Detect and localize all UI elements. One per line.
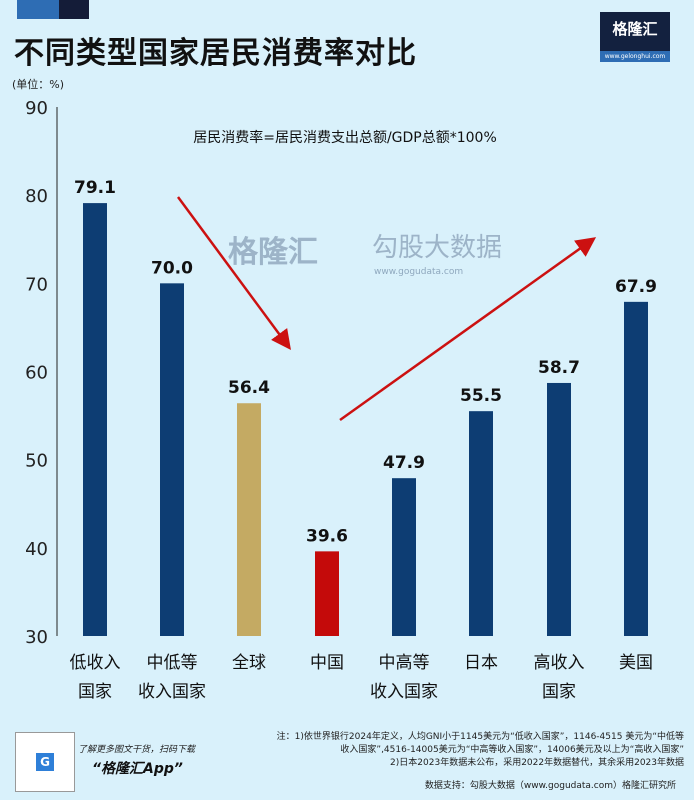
- bar-chart: 格隆汇 勾股大数据 www.gogudata.com 30 40 50 60 70 80 90 居民…: [25, 98, 657, 702]
- bar: [624, 301, 648, 636]
- note-line: 收入国家”,4516-14005美元为“中高等收入国家”，14006美元及以上为…: [340, 745, 684, 755]
- x-tick-label: 全球: [232, 653, 266, 673]
- x-tick-label: 中低等: [147, 653, 198, 673]
- bar-value-label: 79.1: [74, 178, 116, 198]
- page-title: 不同类型国家居民消费率对比: [14, 36, 417, 71]
- decor-block: [59, 0, 89, 19]
- bar: [160, 283, 184, 636]
- y-tick-label: 40: [25, 539, 48, 560]
- unit-label: (单位：%): [12, 78, 65, 91]
- watermark-url: www.gogudata.com: [374, 267, 463, 277]
- bar-value-label: 47.9: [383, 453, 425, 473]
- data-source: 数据支持：勾股大数据（www.gogudata.com）格隆汇研究所: [424, 781, 676, 791]
- y-tick-label: 30: [25, 627, 48, 648]
- note-line: 注：1)依世界银行2024年定义，人均GNI小于1145美元为“低收入国家”，1…: [276, 732, 684, 742]
- y-tick-label: 60: [25, 363, 48, 384]
- brand-logo: 格隆汇 www.gelonghui.com: [600, 12, 670, 62]
- bar: [547, 382, 571, 636]
- bar: [469, 411, 493, 636]
- y-tick-label: 90: [25, 98, 48, 119]
- x-tick-label: 中高等: [379, 653, 430, 673]
- x-tick-label: 收入国家: [370, 682, 438, 702]
- x-tick-label: 低收入: [70, 653, 121, 673]
- promo-app: “格隆汇App”: [92, 761, 183, 777]
- bar: [83, 203, 107, 636]
- qr-code[interactable]: G: [15, 732, 75, 792]
- x-tick-label: 收入国家: [138, 682, 206, 702]
- watermark-right: 勾股大数据: [372, 233, 502, 263]
- x-tick-label: 国家: [542, 682, 576, 702]
- bar: [392, 478, 416, 636]
- x-tick-label: 中国: [310, 653, 344, 673]
- footnotes: 注：1)依世界银行2024年定义，人均GNI小于1145美元为“低收入国家”，1…: [222, 731, 684, 770]
- bar-value-label: 70.0: [151, 258, 193, 278]
- logo-url: www.gelonghui.com: [600, 51, 670, 62]
- bar: [315, 551, 339, 636]
- bar-value-label: 39.6: [306, 526, 348, 546]
- note-line: 2)日本2023年数据未公布，采用2022年数据替代，其余采用2023年数据: [390, 758, 684, 768]
- app-logo-icon: G: [36, 753, 54, 771]
- trend-arrow-up: [339, 237, 597, 422]
- formula-annotation: 居民消费率=居民消费支出总额/GDP总额*100%: [193, 129, 497, 146]
- x-tick-label: 国家: [78, 682, 112, 702]
- bar-value-label: 56.4: [228, 378, 270, 398]
- bar-value-label: 55.5: [460, 386, 502, 406]
- x-tick-label: 高收入: [534, 653, 585, 673]
- y-tick-label: 80: [25, 186, 48, 207]
- trend-arrow-down: [176, 196, 291, 351]
- y-tick-label: 70: [25, 274, 48, 295]
- logo-name: 格隆汇: [612, 20, 658, 38]
- watermark-left: 格隆汇: [228, 235, 318, 270]
- y-tick-label: 50: [25, 451, 48, 472]
- bar-value-label: 58.7: [538, 358, 580, 378]
- promo-text: 了解更多图文干货，扫码下载: [78, 745, 196, 755]
- bar-value-label: 67.9: [615, 277, 657, 297]
- decor-block: [17, 0, 59, 19]
- x-tick-label: 美国: [619, 653, 653, 673]
- x-tick-label: 日本: [464, 653, 498, 673]
- bar: [237, 403, 261, 636]
